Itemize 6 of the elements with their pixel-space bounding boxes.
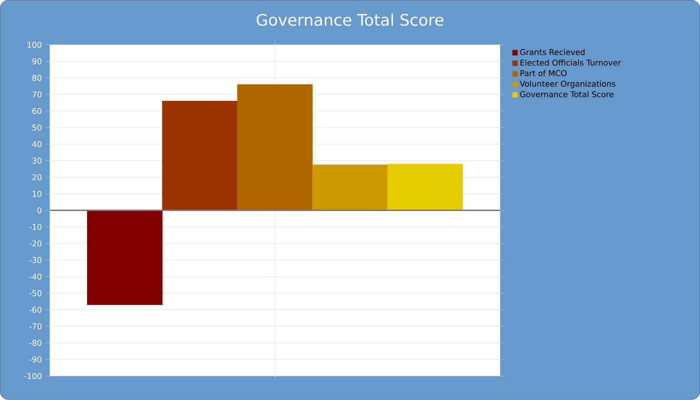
bar bbox=[162, 100, 238, 211]
bar bbox=[312, 164, 388, 211]
chart-title: Governance Total Score bbox=[256, 14, 444, 26]
bar bbox=[237, 84, 313, 211]
bar bbox=[87, 210, 163, 306]
bar bbox=[387, 164, 463, 211]
